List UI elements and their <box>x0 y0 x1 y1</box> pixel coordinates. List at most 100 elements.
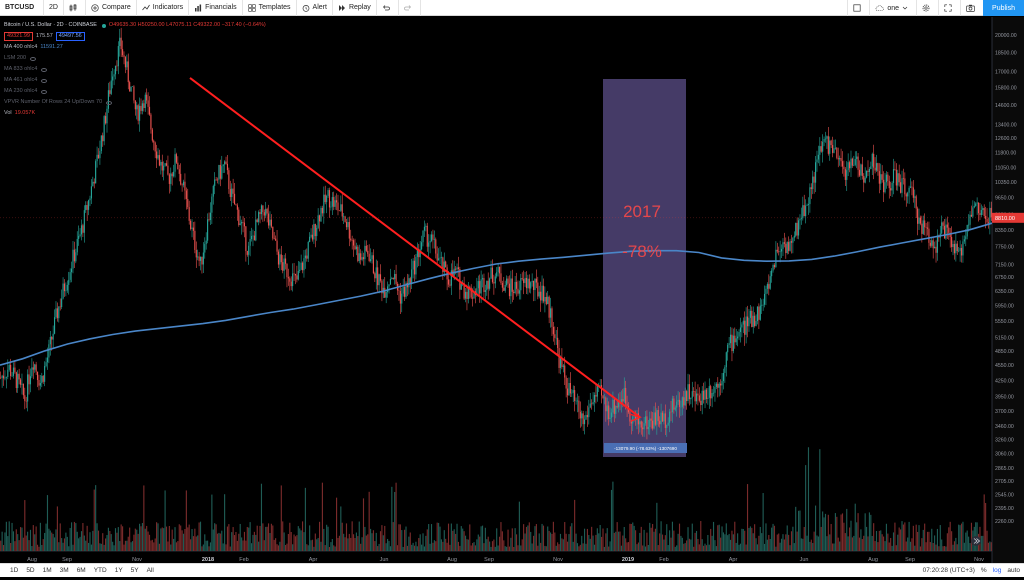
volume-bar <box>255 534 257 551</box>
candle-body <box>626 403 628 406</box>
candle-body <box>173 171 175 177</box>
eye-icon[interactable] <box>41 67 48 72</box>
fullscreen-button[interactable] <box>938 0 960 16</box>
volume-bar <box>504 546 506 551</box>
volume-bar <box>970 522 973 551</box>
eye-icon[interactable] <box>106 100 113 105</box>
replay-button[interactable]: Replay <box>333 0 377 16</box>
candle-body <box>805 205 807 217</box>
select-layout-button[interactable] <box>847 0 869 16</box>
volume-bar <box>606 528 608 551</box>
candle-body <box>343 216 345 218</box>
candle-body <box>79 234 81 236</box>
candle-body <box>21 383 23 385</box>
log-toggle[interactable]: log <box>992 567 1002 574</box>
volume-bar <box>491 541 494 551</box>
vpvr-legend[interactable]: VPVR Number Of Rows 24 Up/Down 70 <box>4 97 266 108</box>
range-1m[interactable]: 1M <box>42 567 52 574</box>
volume-bar <box>895 545 897 551</box>
layout-switcher[interactable]: one <box>869 0 916 16</box>
volume-bar <box>330 542 332 551</box>
scroll-realtime-button[interactable] <box>971 536 981 546</box>
ask-price[interactable]: 49497.56 <box>55 32 85 41</box>
volume-bar <box>639 532 641 551</box>
candle-body <box>35 364 37 372</box>
candle-body <box>447 279 450 285</box>
bid-price[interactable]: 49321.99 <box>4 32 33 41</box>
volume-bar <box>985 502 987 551</box>
chart-canvas[interactable]: 20000.0018500.0017000.0015800.0014600.00… <box>0 17 1024 563</box>
auto-toggle[interactable]: auto <box>1007 567 1020 574</box>
volume-bar <box>358 521 360 551</box>
volume-bar <box>849 527 851 551</box>
candle-body <box>739 327 742 332</box>
publish-button[interactable]: Publish <box>983 0 1024 16</box>
range-1d[interactable]: 1D <box>10 567 19 574</box>
symbol-search[interactable]: BTCUSD <box>0 0 44 16</box>
candle-body <box>771 270 773 277</box>
volume-bar <box>652 524 654 551</box>
clock[interactable]: 07:20:28 (UTC+3) <box>922 567 975 574</box>
range-all[interactable]: All <box>146 567 154 574</box>
candle-body <box>975 203 977 206</box>
ma400-legend[interactable]: MA 400 ohlc4 11591.27 <box>4 42 266 53</box>
candle-body <box>786 242 788 253</box>
indicators-button[interactable]: Indicators <box>137 0 190 16</box>
volume-bar <box>701 539 703 551</box>
range-5d[interactable]: 5D <box>26 567 35 574</box>
volume-bar <box>347 538 349 551</box>
candle-body <box>99 151 101 159</box>
eye-icon[interactable] <box>41 78 48 83</box>
volume-bar <box>32 525 34 551</box>
volume-bar <box>613 532 615 551</box>
candle-body <box>772 265 774 271</box>
candle-body <box>809 187 811 205</box>
candle-body <box>423 226 426 231</box>
candle-body <box>188 207 190 221</box>
volume-bar <box>765 523 767 551</box>
range-1y[interactable]: 1Y <box>114 567 123 574</box>
compare-button[interactable]: Compare <box>86 0 137 16</box>
price-chart[interactable]: 20000.00 18500.00 17000.00 15800.00 14600.00… <box>0 17 1024 563</box>
alert-button[interactable]: Alert <box>297 0 333 16</box>
ma230-legend[interactable]: MA 230 ohlc4 <box>4 86 266 97</box>
candle-body <box>350 238 352 241</box>
volume-bar <box>163 528 165 551</box>
volume-legend[interactable]: Vol 19.057K <box>4 108 266 119</box>
candle-body <box>810 187 812 190</box>
settings-button[interactable] <box>916 0 938 16</box>
candle-body <box>596 386 598 397</box>
volume-bar <box>824 513 827 551</box>
ma461-legend[interactable]: MA 461 ohlc4 <box>4 75 266 86</box>
volume-bar <box>377 546 379 551</box>
volume-bar <box>867 536 869 551</box>
volume-bar <box>406 545 408 551</box>
candles-icon <box>69 3 77 11</box>
eye-icon[interactable] <box>30 56 37 61</box>
candle-body <box>693 391 695 392</box>
interval-button[interactable]: 2D <box>44 0 64 16</box>
volume-bar <box>450 523 452 551</box>
undo-button[interactable] <box>377 0 399 16</box>
redo-button[interactable] <box>399 0 421 16</box>
financials-button[interactable]: Financials <box>189 0 243 16</box>
range-3m[interactable]: 3M <box>59 567 69 574</box>
eye-icon[interactable] <box>41 89 48 94</box>
volume-bar <box>548 530 550 551</box>
templates-button[interactable]: Templates <box>243 0 297 16</box>
candle-body <box>265 208 267 216</box>
candle-body <box>609 417 611 419</box>
bar-style-button[interactable] <box>64 0 86 16</box>
volume-bar <box>472 543 474 551</box>
percent-toggle[interactable]: % <box>980 567 987 574</box>
range-5y[interactable]: 5Y <box>130 567 139 574</box>
range-ytd[interactable]: YTD <box>93 567 107 574</box>
volume-bar <box>615 531 617 551</box>
price-tick-label: 6750.00 <box>995 275 1014 281</box>
candle-body <box>248 245 250 255</box>
lsm-legend[interactable]: LSM 200 <box>4 53 266 64</box>
ma833-legend[interactable]: MA 833 ohlc4 <box>4 64 266 75</box>
range-6m[interactable]: 6M <box>76 567 86 574</box>
snapshot-button[interactable] <box>960 0 983 16</box>
candle-body <box>368 253 370 261</box>
